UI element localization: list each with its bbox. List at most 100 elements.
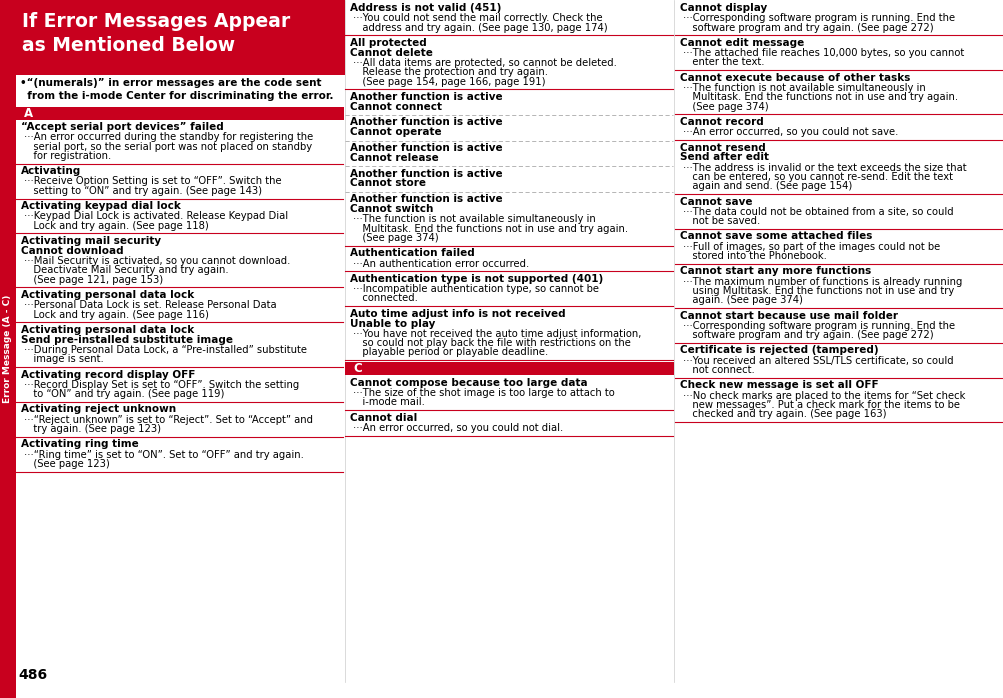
Text: (See page 374): (See page 374): [353, 233, 438, 243]
Text: Activating keypad dial lock: Activating keypad dial lock: [21, 201, 181, 211]
Text: ···Corresponding software program is running. End the: ···Corresponding software program is run…: [682, 321, 954, 331]
Text: ···An error occurred during the standby for registering the: ···An error occurred during the standby …: [24, 133, 313, 142]
Text: software program and try again. (See page 272): software program and try again. (See pag…: [682, 330, 933, 340]
Text: Cannot save some attached files: Cannot save some attached files: [679, 232, 872, 242]
Text: Cannot start because use mail folder: Cannot start because use mail folder: [679, 311, 897, 320]
Text: ···No check marks are placed to the items for “Set check: ···No check marks are placed to the item…: [682, 391, 964, 401]
Text: Cannot resend: Cannot resend: [679, 142, 764, 153]
Text: again. (See page 374): again. (See page 374): [682, 295, 801, 305]
Text: If Error Messages Appear
as Mentioned Below: If Error Messages Appear as Mentioned Be…: [22, 12, 290, 55]
Text: using Multitask. End the functions not in use and try: using Multitask. End the functions not i…: [682, 286, 953, 296]
Text: Cannot connect: Cannot connect: [350, 102, 442, 112]
Text: Cannot switch: Cannot switch: [350, 204, 433, 214]
Text: for registration.: for registration.: [24, 151, 111, 161]
Text: ···An error occurred, so you could not save.: ···An error occurred, so you could not s…: [682, 127, 897, 138]
Text: Auto time adjust info is not received: Auto time adjust info is not received: [350, 309, 566, 319]
Text: Cannot delete: Cannot delete: [350, 47, 432, 58]
Text: Another function is active: Another function is active: [350, 169, 503, 179]
Text: not be saved.: not be saved.: [682, 216, 759, 226]
Text: Authentication failed: Authentication failed: [350, 248, 474, 258]
Text: ···Receive Option Setting is set to “OFF”. Switch the: ···Receive Option Setting is set to “OFF…: [24, 177, 282, 186]
Text: 486: 486: [18, 668, 47, 682]
Text: •“(numerals)” in error messages are the code sent
  from the i-mode Center for d: •“(numerals)” in error messages are the …: [20, 78, 333, 101]
Text: ···You could not send the mail correctly. Check the: ···You could not send the mail correctly…: [353, 13, 603, 23]
Text: i-mode mail.: i-mode mail.: [353, 397, 425, 408]
Text: Lock and try again. (See page 116): Lock and try again. (See page 116): [24, 310, 209, 320]
Text: image is sent.: image is sent.: [24, 355, 103, 364]
Text: Send pre-installed substitute image: Send pre-installed substitute image: [21, 335, 233, 345]
Text: ···The data could not be obtained from a site, so could: ···The data could not be obtained from a…: [682, 207, 952, 217]
Text: Unable to play: Unable to play: [350, 318, 435, 329]
Text: Cannot execute because of other tasks: Cannot execute because of other tasks: [679, 73, 909, 83]
Text: ···The size of the shot image is too large to attach to: ···The size of the shot image is too lar…: [353, 388, 615, 398]
Text: Cannot start any more functions: Cannot start any more functions: [679, 267, 870, 276]
Text: ···Incompatible authentication type, so cannot be: ···Incompatible authentication type, so …: [353, 284, 599, 294]
Text: ···The address is invalid or the text exceeds the size that: ···The address is invalid or the text ex…: [682, 163, 965, 172]
Text: (See page 374): (See page 374): [682, 102, 767, 112]
Text: Authentication type is not supported (401): Authentication type is not supported (40…: [350, 274, 603, 284]
Text: ···The function is not available simultaneously in: ···The function is not available simulta…: [353, 214, 596, 224]
Text: Cannot release: Cannot release: [350, 153, 438, 163]
Text: ···The maximum number of functions is already running: ···The maximum number of functions is al…: [682, 276, 961, 287]
Text: Cannot download: Cannot download: [21, 246, 123, 255]
Text: All protected: All protected: [350, 38, 426, 48]
Text: ···“Ring time” is set to “ON”. Set to “OFF” and try again.: ···“Ring time” is set to “ON”. Set to “O…: [24, 450, 304, 460]
Text: ···The function is not available simultaneously in: ···The function is not available simulta…: [682, 83, 925, 93]
Text: Multitask. End the functions not in use and try again.: Multitask. End the functions not in use …: [682, 92, 957, 103]
Text: Another function is active: Another function is active: [350, 117, 503, 128]
Text: ···All data items are protected, so cannot be deleted.: ···All data items are protected, so cann…: [353, 58, 617, 68]
Text: Cannot dial: Cannot dial: [350, 413, 417, 423]
Text: try again. (See page 123): try again. (See page 123): [24, 424, 160, 434]
Text: Cannot store: Cannot store: [350, 179, 426, 188]
Text: Activating personal data lock: Activating personal data lock: [21, 290, 194, 300]
Bar: [16, 0, 345, 75]
Text: (See page 154, page 166, page 191): (See page 154, page 166, page 191): [353, 77, 546, 87]
Text: can be entered, so you cannot re-send. Edit the text: can be entered, so you cannot re-send. E…: [682, 172, 952, 182]
Text: Cannot display: Cannot display: [679, 3, 766, 13]
Text: ···Record Display Set is set to “OFF”. Switch the setting: ···Record Display Set is set to “OFF”. S…: [24, 380, 299, 390]
Text: (See page 123): (See page 123): [24, 459, 109, 469]
Text: Send after edit: Send after edit: [679, 152, 768, 163]
Text: playable period or playable deadline.: playable period or playable deadline.: [353, 348, 548, 357]
Text: Cannot operate: Cannot operate: [350, 127, 441, 138]
Text: address and try again. (See page 130, page 174): address and try again. (See page 130, pa…: [353, 22, 608, 33]
Text: Certificate is rejected (tampered): Certificate is rejected (tampered): [679, 346, 878, 355]
Text: ···During Personal Data Lock, a “Pre-installed” substitute: ···During Personal Data Lock, a “Pre-ins…: [24, 345, 307, 355]
Text: Cannot save: Cannot save: [679, 197, 751, 207]
Text: ···Full of images, so part of the images could not be: ···Full of images, so part of the images…: [682, 242, 939, 252]
Text: setting to “ON” and try again. (See page 143): setting to “ON” and try again. (See page…: [24, 186, 262, 196]
Text: Cannot compose because too large data: Cannot compose because too large data: [350, 378, 588, 388]
Bar: [0, 0, 16, 698]
Text: ···Personal Data Lock is set. Release Personal Data: ···Personal Data Lock is set. Release Pe…: [24, 300, 277, 311]
Bar: [345, 362, 673, 375]
Text: Activating reject unknown: Activating reject unknown: [21, 405, 176, 415]
Text: Error Message (A - C): Error Message (A - C): [3, 295, 12, 403]
Text: ···An authentication error occurred.: ···An authentication error occurred.: [353, 258, 529, 269]
Text: Activating mail security: Activating mail security: [21, 236, 160, 246]
Text: Multitask. End the functions not in use and try again.: Multitask. End the functions not in use …: [353, 223, 628, 234]
Text: ···You received an altered SSL/TLS certificate, so could: ···You received an altered SSL/TLS certi…: [682, 356, 952, 366]
Text: serial port, so the serial port was not placed on standby: serial port, so the serial port was not …: [24, 142, 312, 151]
Text: A: A: [24, 107, 33, 120]
Text: not connect.: not connect.: [682, 365, 753, 375]
Text: again and send. (See page 154): again and send. (See page 154): [682, 181, 852, 191]
Text: Address is not valid (451): Address is not valid (451): [350, 3, 502, 13]
Text: enter the text.: enter the text.: [682, 57, 763, 68]
Text: Check new message is set all OFF: Check new message is set all OFF: [679, 380, 878, 390]
Text: so could not play back the file with restrictions on the: so could not play back the file with res…: [353, 339, 631, 348]
Text: Another function is active: Another function is active: [350, 194, 503, 205]
Text: ···Keypad Dial Lock is activated. Release Keypad Dial: ···Keypad Dial Lock is activated. Releas…: [24, 211, 288, 221]
Text: (See page 121, page 153): (See page 121, page 153): [24, 275, 162, 285]
Text: ···An error occurred, so you could not dial.: ···An error occurred, so you could not d…: [353, 423, 563, 433]
Text: Lock and try again. (See page 118): Lock and try again. (See page 118): [24, 221, 209, 231]
Text: new messages”. Put a check mark for the items to be: new messages”. Put a check mark for the …: [682, 400, 959, 410]
Text: Activating record display OFF: Activating record display OFF: [21, 370, 196, 380]
Text: Activating personal data lock: Activating personal data lock: [21, 325, 194, 335]
Text: software program and try again. (See page 272): software program and try again. (See pag…: [682, 22, 933, 33]
Text: Release the protection and try again.: Release the protection and try again.: [353, 67, 548, 77]
Text: stored into the Phonebook.: stored into the Phonebook.: [682, 251, 825, 261]
Text: Deactivate Mail Security and try again.: Deactivate Mail Security and try again.: [24, 265, 229, 276]
Text: ···Corresponding software program is running. End the: ···Corresponding software program is run…: [682, 13, 954, 23]
Text: Cannot record: Cannot record: [679, 117, 762, 127]
Text: C: C: [353, 362, 362, 375]
